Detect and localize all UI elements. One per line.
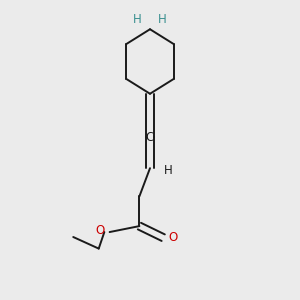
Text: O: O	[96, 224, 105, 237]
Text: H: H	[158, 14, 167, 26]
Text: C: C	[146, 131, 154, 144]
Text: H: H	[164, 164, 172, 177]
Text: H: H	[133, 14, 142, 26]
Text: O: O	[169, 231, 178, 244]
